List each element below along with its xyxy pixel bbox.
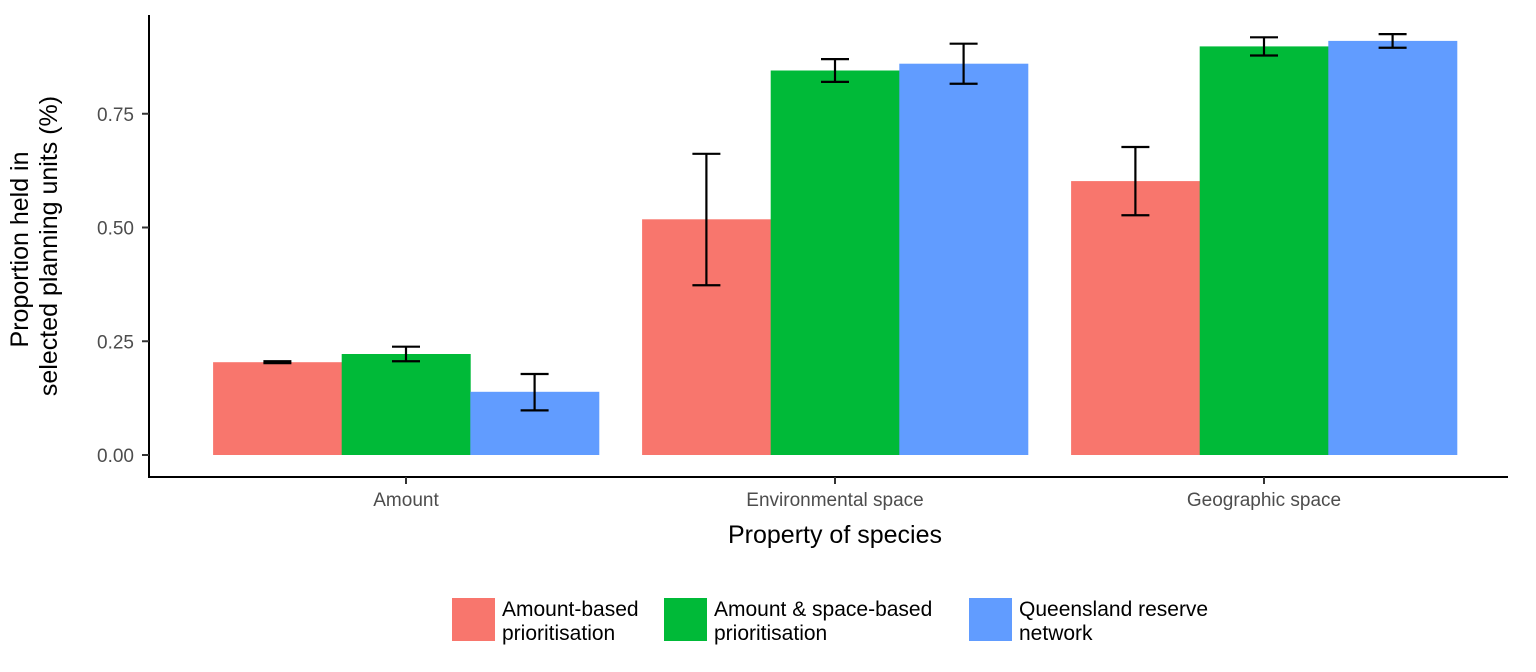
legend-item: Amount & space-based prioritisation bbox=[664, 598, 932, 645]
legend-label-line: Queensland reserve bbox=[1019, 598, 1208, 621]
error-bars-layer bbox=[263, 33, 1407, 412]
error-bar bbox=[520, 372, 549, 412]
x-ticks: Amount Environmental space Geographic spac… bbox=[373, 477, 1341, 511]
legend-key bbox=[452, 598, 495, 641]
error-bar bbox=[949, 42, 978, 85]
error-bar bbox=[392, 345, 420, 363]
bar bbox=[341, 354, 471, 455]
error-bar bbox=[821, 58, 849, 84]
legend-label-line: Amount-based bbox=[502, 598, 639, 621]
legend-item: Queensland reserve network bbox=[969, 598, 1208, 645]
legend-label-line: prioritisation bbox=[502, 622, 615, 645]
axes bbox=[148, 15, 1508, 478]
y-axis-title-line-2: selected planning units (%) bbox=[35, 96, 63, 396]
legend-label-line: prioritisation bbox=[714, 622, 827, 645]
error-bar bbox=[1378, 33, 1407, 49]
legend-item: Amount-based prioritisation bbox=[452, 598, 639, 645]
y-tick-label: 0.75 bbox=[97, 105, 134, 126]
error-bar bbox=[1121, 145, 1150, 217]
x-tick-label: Geographic space bbox=[1187, 490, 1341, 511]
y-axis-title-line-1: Proportion held in bbox=[6, 151, 34, 347]
y-tick-label: 0.00 bbox=[97, 446, 134, 467]
y-ticks: 0.00 0.25 0.50 0.75 bbox=[97, 105, 149, 467]
y-tick-label: 0.50 bbox=[97, 219, 134, 240]
legend-label: Queensland reserve network bbox=[1019, 598, 1208, 645]
bar bbox=[899, 63, 1029, 455]
legend-label-line: Amount & space-based bbox=[714, 598, 932, 621]
bar bbox=[1199, 46, 1329, 456]
x-tick-label: Amount bbox=[373, 490, 439, 511]
legend-key bbox=[969, 598, 1012, 641]
error-bar bbox=[1250, 36, 1278, 57]
bar bbox=[213, 362, 343, 455]
legend-label: Amount & space-based prioritisation bbox=[714, 598, 932, 645]
legend-label-line: network bbox=[1019, 622, 1093, 645]
y-tick-label: 0.25 bbox=[97, 332, 134, 353]
y-axis-title: Proportion held in selected planning uni… bbox=[6, 96, 63, 396]
bars-layer bbox=[213, 40, 1458, 456]
x-axis-title: Property of species bbox=[728, 521, 942, 549]
legend-key bbox=[664, 598, 707, 641]
bar bbox=[1071, 181, 1201, 455]
error-bar bbox=[263, 360, 292, 365]
legend-label: Amount-based prioritisation bbox=[502, 598, 639, 645]
bar bbox=[770, 70, 900, 455]
error-bar bbox=[692, 152, 721, 287]
bar bbox=[1328, 40, 1458, 456]
x-tick-label: Environmental space bbox=[746, 490, 923, 511]
